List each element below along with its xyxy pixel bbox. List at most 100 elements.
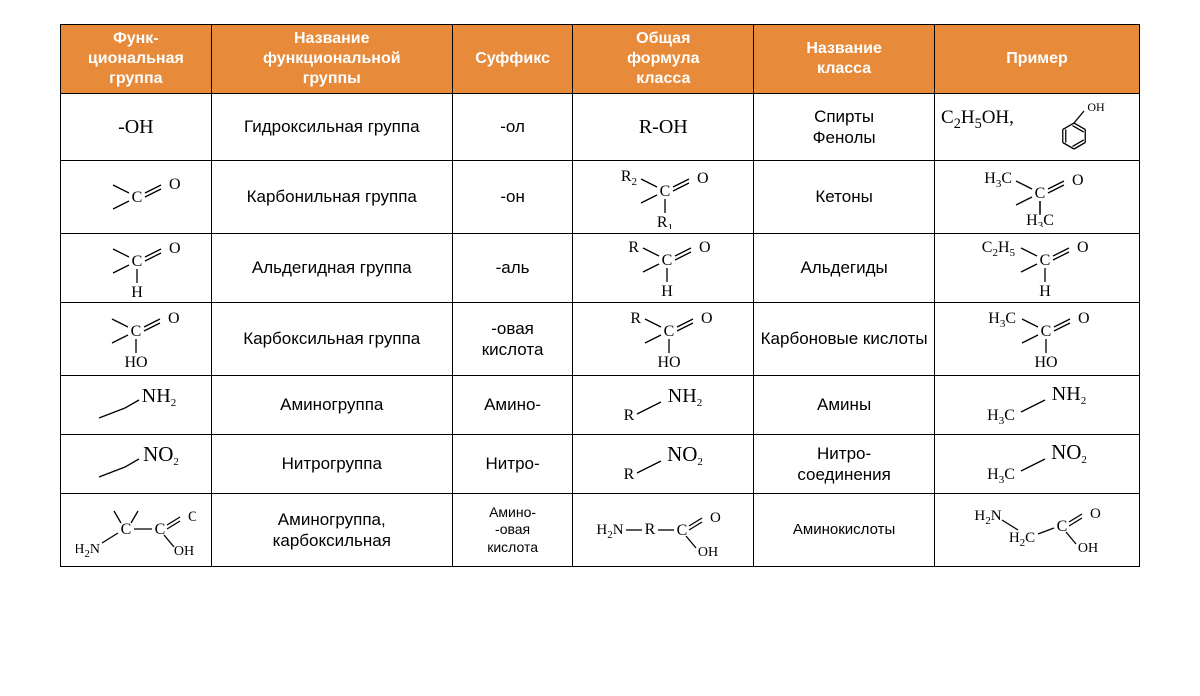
col-header-group-name: Названиефункциональнойгруппы [211,25,452,94]
svg-text:C2H5: C2H5 [982,239,1016,259]
cell-class-name: Карбоновые кислоты [754,303,935,376]
svg-text:NO2: NO2 [1051,440,1087,466]
svg-text:O: O [701,310,713,327]
cell-general-formula: H2NRCOOH [573,494,754,567]
svg-text:C: C [664,323,675,340]
cell-example: H2NH2CCOOH [935,494,1140,567]
table-row: COHАльдегидная группа-аль COHRАльдегиды … [61,234,1140,303]
col-header-group-structure: Функ-циональнаягруппа [61,25,212,94]
svg-text:O: O [169,176,181,193]
svg-text:O: O [1078,310,1090,327]
col-header-general-formula: Общаяформулакласса [573,25,754,94]
svg-text:O: O [699,239,711,256]
svg-text:H3C: H3C [984,170,1012,190]
table-row: NH2АминогруппаАмино- RNH2Амины H3CNH2 [61,376,1140,435]
cell-suffix: -он [452,161,573,234]
cell-example: H3C NO2 [935,435,1140,494]
cell-example: C O H C2H5 [935,234,1140,303]
cell-group-name: Гидроксильная группа [211,94,452,161]
cell-group-structure: C O HO [61,303,212,376]
example-formula-text: C2H5OH, [941,98,1014,134]
cell-suffix: Амино- [452,376,573,435]
svg-text:C: C [662,252,673,269]
cell-example: C2H5OH, OH [935,94,1140,161]
cell-group-name: Карбоксильная группа [211,303,452,376]
cell-class-name: Альдегиды [754,234,935,303]
table-row: C O Карбонильная группа-он C O R1 R2 Кетоны C O… [61,161,1140,234]
svg-text:C: C [121,521,132,538]
svg-text:OH: OH [1088,100,1106,114]
svg-text:H: H [661,283,673,298]
svg-text:C: C [131,323,142,340]
svg-text:R2: R2 [621,168,637,188]
cell-suffix: -аль [452,234,573,303]
svg-text:C: C [132,253,143,270]
svg-text:HO: HO [1034,354,1057,371]
svg-text:NH2: NH2 [1052,383,1086,407]
svg-text:H2C: H2C [1009,530,1035,549]
cell-example: C O HO H3C [935,303,1140,376]
svg-text:H3C: H3C [987,407,1015,427]
table-body: -OHГидроксильная группа-олR-OHСпиртыФено… [61,94,1140,567]
svg-text:O: O [697,170,709,187]
svg-text:H2N: H2N [974,508,1001,527]
svg-text:C: C [660,183,671,200]
svg-text:R: R [624,407,635,424]
svg-text:OH: OH [698,545,718,560]
cell-suffix: Нитро- [452,435,573,494]
cell-suffix: -ол [452,94,573,161]
cell-group-name: Карбонильная группа [211,161,452,234]
cell-example: COH3CH3C [935,161,1140,234]
svg-text:C: C [132,189,143,206]
svg-text:R: R [629,239,640,256]
cell-group-name: Аминогруппа [211,376,452,435]
cell-class-name: Амины [754,376,935,435]
cell-group-name: Аминогруппа, карбоксильная [211,494,452,567]
table-header: Функ-циональнаягруппа Названиефункционал… [61,25,1140,94]
svg-text:C: C [1040,323,1051,340]
cell-suffix: Амино--оваякислота [452,494,573,567]
svg-text:OH: OH [1078,541,1098,556]
svg-text:O: O [1077,239,1089,256]
svg-text:C: C [1035,185,1046,202]
svg-text:R: R [631,310,642,327]
cell-suffix: -овая кислота [452,303,573,376]
svg-text:O: O [188,509,196,525]
cell-general-formula: C O H R [573,234,754,303]
cell-general-formula: C O HO R [573,303,754,376]
cell-class-name: Нитро-соединения [754,435,935,494]
svg-text:O: O [710,510,721,526]
svg-text:O: O [169,240,181,257]
svg-text:H2N: H2N [597,522,624,541]
svg-text:H3C: H3C [988,310,1016,330]
cell-general-formula: RNH2 [573,376,754,435]
cell-general-formula: R-OH [573,94,754,161]
svg-text:H: H [131,284,143,297]
svg-text:R: R [645,521,656,538]
table-row: CH2NCOOHАминогруппа, карбоксильнаяАмино-… [61,494,1140,567]
cell-group-structure: C O H [61,234,212,303]
svg-text:NO2: NO2 [143,442,179,468]
svg-text:HO: HO [125,354,148,371]
svg-text:HO: HO [658,354,681,371]
cell-class-name: Аминокислоты [754,494,935,567]
col-header-class-name: Названиекласса [754,25,935,94]
table-row: C O HO Карбоксильная группа-овая кислота C O… [61,303,1140,376]
svg-text:H: H [1039,283,1051,298]
svg-text:O: O [1090,506,1101,522]
functional-groups-table: Функ-циональнаягруппа Названиефункционал… [60,24,1140,567]
col-header-example: Пример [935,25,1140,94]
table-row: -OHГидроксильная группа-олR-OHСпиртыФено… [61,94,1140,161]
cell-group-name: Нитрогруппа [211,435,452,494]
svg-text:H3C: H3C [987,466,1015,486]
svg-text:R: R [624,466,635,483]
svg-text:O: O [1072,172,1084,189]
cell-general-formula: C O R1 R2 [573,161,754,234]
svg-text:NO2: NO2 [667,442,703,468]
svg-text:O: O [168,310,180,327]
svg-text:R1: R1 [657,214,673,229]
svg-text:C: C [1040,252,1051,269]
cell-class-name: Кетоны [754,161,935,234]
cell-class-name: СпиртыФенолы [754,94,935,161]
table-row: NO2 НитрогруппаНитро- R NO2 Нитро-соединени… [61,435,1140,494]
